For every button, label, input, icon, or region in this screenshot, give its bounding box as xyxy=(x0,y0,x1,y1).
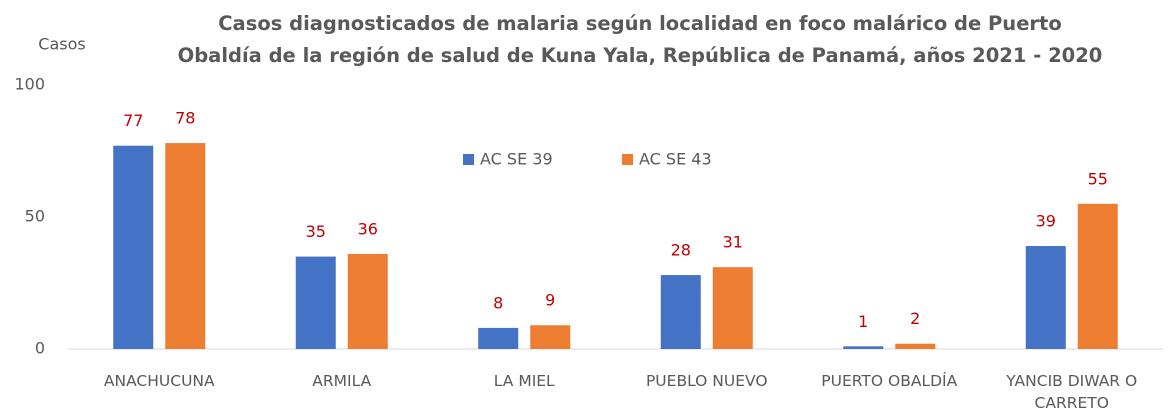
x-tick-label: PUERTO OBALDÍA xyxy=(821,372,958,390)
value-label: 31 xyxy=(723,233,743,252)
bar xyxy=(113,145,154,349)
value-label: 78 xyxy=(175,109,195,128)
bar xyxy=(712,267,753,349)
x-tick-label: PUEBLO NUEVO xyxy=(645,372,768,390)
bar xyxy=(660,275,701,349)
value-label: 35 xyxy=(306,222,326,241)
bar xyxy=(1025,246,1066,349)
bar xyxy=(843,346,884,349)
legend-swatch xyxy=(463,154,474,165)
x-tick-label: ARMILA xyxy=(312,372,372,390)
x-tick-label: ANACHUCUNA xyxy=(103,372,215,390)
bar xyxy=(478,327,519,349)
x-tick-label: YANCIB DIWAR O CARRETO xyxy=(1006,372,1138,412)
y-tick-label: 0 xyxy=(35,339,45,358)
x-tick-label: LA MIEL xyxy=(493,372,555,390)
value-label: 28 xyxy=(671,241,691,260)
bar xyxy=(895,343,936,349)
value-label: 77 xyxy=(123,111,143,130)
value-label: 55 xyxy=(1088,169,1108,188)
bar xyxy=(295,256,336,349)
legend-swatch xyxy=(622,154,633,165)
bar xyxy=(1077,203,1118,349)
value-label: 8 xyxy=(493,293,503,312)
value-label: 39 xyxy=(1036,212,1056,231)
bar xyxy=(165,143,206,349)
value-label: 1 xyxy=(858,312,868,331)
bar xyxy=(347,253,388,349)
bar xyxy=(530,325,571,349)
value-label: 2 xyxy=(910,309,920,328)
y-axis-label: Casos xyxy=(38,35,85,54)
legend-label: AC SE 43 xyxy=(639,150,712,169)
chart-title: Casos diagnosticados de malaria según lo… xyxy=(177,12,1103,67)
y-tick-label: 50 xyxy=(25,207,45,226)
value-label: 9 xyxy=(545,291,555,310)
value-label: 36 xyxy=(358,219,378,238)
y-tick-label: 100 xyxy=(14,75,45,94)
legend-label: AC SE 39 xyxy=(480,150,553,169)
